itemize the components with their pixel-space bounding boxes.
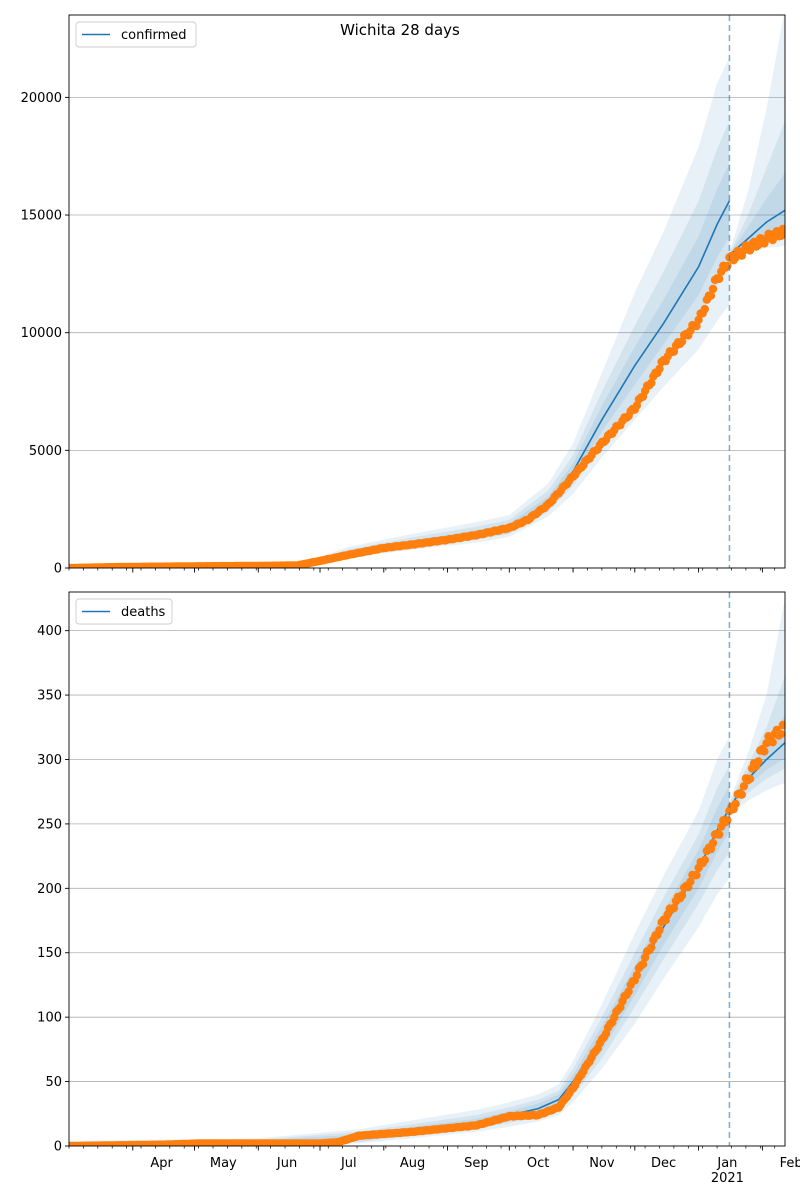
deaths-y-tick-label: 250: [37, 817, 62, 832]
x-tick-label: Jul: [340, 1156, 357, 1171]
confirmed-band-3: [69, 163, 730, 568]
x-tick-label: Sep: [464, 1156, 489, 1171]
deaths-band-1: [69, 736, 730, 1146]
confirmed-y-tick-label: 15000: [21, 209, 62, 224]
deaths-observed-point: [700, 855, 709, 865]
confirmed-legend-box: [75, 21, 197, 48]
confirmed-y-tick-label: 0: [54, 562, 62, 577]
confirmed-observed-points: [69, 224, 785, 568]
deaths-panel: 0 50 100 150 200 250 300 350 400 Apr May Jun Jul Aug S…: [37, 591, 800, 1186]
confirmed-observed-point: [708, 284, 718, 294]
deaths-observed-point: [638, 960, 648, 969]
confirmed-forecast-line: [728, 209, 785, 256]
confirmed-y-tick-label: 5000: [29, 444, 62, 459]
deaths-y-tick-label: 150: [37, 946, 62, 961]
figure-title: Wichita 28 days: [340, 21, 460, 39]
confirmed-band-1: [69, 57, 730, 568]
deaths-observed-point: [647, 943, 656, 952]
deaths-observed-point: [780, 720, 785, 729]
deaths-observed-point: [686, 877, 695, 886]
confirmed-observed-point: [780, 225, 785, 234]
deaths-observed-point: [692, 871, 701, 880]
confirmed-y-tick-label: 20000: [21, 91, 62, 106]
deaths-observed-point: [731, 799, 740, 809]
x-tick-label: Feb: [780, 1156, 800, 1171]
confirmed-band-2: [69, 120, 730, 568]
confirmed-plot-area: [69, 15, 785, 568]
deaths-y-tick-label: 200: [37, 882, 62, 897]
x-tick-label: Nov: [589, 1156, 615, 1171]
x-tick-label: May: [210, 1156, 237, 1171]
confirmed-forecast-band-2: [729, 120, 785, 257]
deaths-observed-point: [739, 782, 749, 791]
x-year-label: 2021: [711, 1171, 744, 1186]
deaths-observed-point: [624, 987, 633, 996]
confirmed-observed-point: [776, 231, 785, 241]
deaths-observed-point: [677, 891, 687, 900]
confirmed-observed-point: [677, 337, 687, 346]
confirmed-observed-point: [647, 378, 656, 388]
deaths-forecast-band-1: [729, 598, 785, 817]
confirmed-observed-point: [694, 315, 703, 325]
deaths-observed-point: [737, 790, 746, 799]
deaths-y-tick-label: 100: [37, 1011, 62, 1026]
confirmed-legend: confirmed: [75, 21, 197, 48]
deaths-y-tick-label: 400: [37, 624, 62, 639]
confirmed-forecast-band-1: [729, 15, 785, 258]
deaths-observed-points: [69, 720, 785, 1146]
deaths-plot-area: [69, 592, 785, 1146]
deaths-y-tick-label: 50: [45, 1075, 62, 1090]
deaths-y-tick-label: 0: [54, 1140, 62, 1155]
x-tick-label: Oct: [527, 1156, 549, 1171]
confirmed-forecast-band-3: [729, 172, 785, 256]
deaths-legend-box: [75, 598, 173, 625]
confirmed-y-tick-label: 10000: [21, 326, 62, 341]
x-tick-label: Jan: [716, 1156, 737, 1171]
confirmed-observed-point: [745, 246, 755, 255]
deaths-observed-point: [655, 926, 664, 935]
deaths-legend: deaths: [75, 598, 173, 625]
deaths-observed-point: [708, 838, 718, 848]
deaths-observed-point: [776, 730, 785, 739]
x-tick-label: Jun: [276, 1156, 297, 1171]
confirmed-legend-label: confirmed: [121, 28, 187, 43]
confirmed-observed-point: [706, 291, 716, 300]
confirmed-axes-frame: [68, 14, 786, 569]
confirmed-observed-point: [723, 261, 732, 271]
confirmed-panel: 0 5000 10000 15000 20000 confirmed: [21, 14, 786, 577]
deaths-observed-point: [723, 816, 732, 825]
confirmed-observed-point: [715, 274, 724, 284]
deaths-y-tick-label: 300: [37, 753, 62, 768]
x-tick-label: Apr: [150, 1156, 173, 1171]
deaths-observed-point: [768, 738, 777, 747]
deaths-y-tick-label: 350: [37, 689, 62, 704]
x-tick-label: Dec: [651, 1156, 676, 1171]
deaths-axes-frame: [68, 591, 786, 1147]
deaths-observed-point: [632, 971, 642, 980]
deaths-observed-point: [760, 747, 769, 756]
deaths-observed-point: [715, 830, 724, 839]
deaths-observed-point: [745, 774, 755, 783]
deaths-observed-point: [669, 903, 679, 913]
deaths-observed-point: [754, 757, 763, 766]
confirmed-observed-point: [655, 364, 664, 374]
x-tick-label: Aug: [400, 1156, 425, 1171]
confirmed-observed-point: [700, 304, 709, 314]
deaths-legend-label: deaths: [121, 605, 166, 620]
